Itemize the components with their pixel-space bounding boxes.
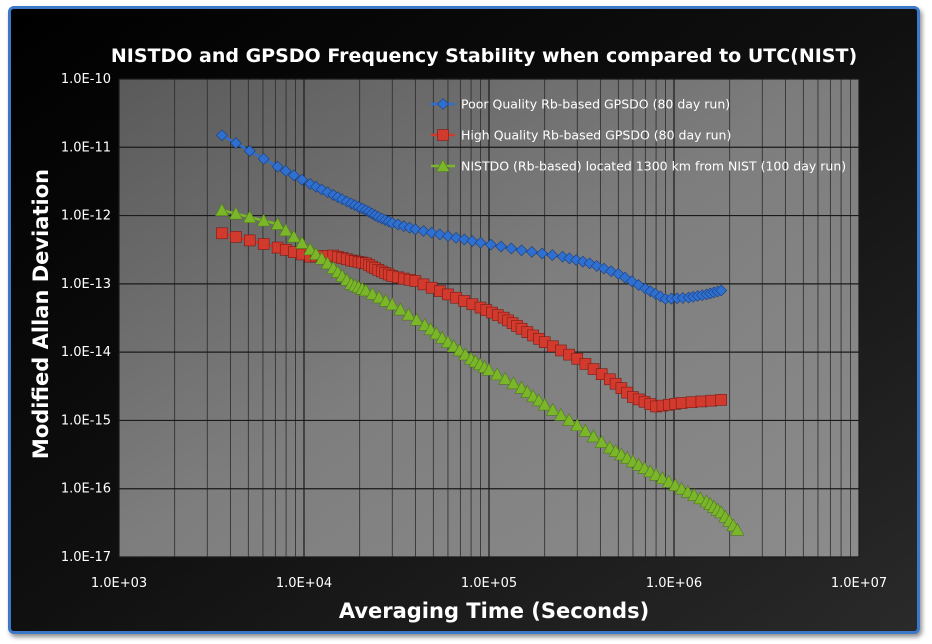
x-tick-label: 1.0E+03 bbox=[91, 576, 147, 591]
data-point bbox=[546, 249, 559, 262]
legend-marker bbox=[437, 129, 449, 141]
series-layer bbox=[214, 129, 745, 536]
data-point bbox=[675, 397, 688, 409]
data-point bbox=[442, 230, 454, 243]
data-point bbox=[242, 210, 257, 223]
data-point bbox=[695, 395, 708, 408]
data-point bbox=[372, 290, 387, 304]
data-point bbox=[490, 367, 505, 381]
data-point bbox=[409, 223, 422, 236]
data-point bbox=[730, 522, 745, 536]
data-point bbox=[481, 362, 497, 376]
data-point bbox=[229, 137, 242, 150]
data-point bbox=[256, 213, 271, 227]
x-tick-label: 1.0E+05 bbox=[461, 576, 517, 591]
data-point bbox=[705, 394, 718, 407]
x-tick-label: 1.0E+06 bbox=[646, 576, 702, 591]
data-point bbox=[433, 228, 446, 241]
data-point bbox=[586, 429, 601, 443]
data-point bbox=[243, 145, 256, 157]
legend-item: NISTDO (Rb-based) located 1300 km from N… bbox=[431, 159, 846, 174]
chart-frame: NISTDO and GPSDO Frequency Stability whe… bbox=[8, 6, 920, 634]
data-point bbox=[536, 247, 549, 260]
data-point bbox=[484, 238, 497, 251]
data-point bbox=[474, 236, 487, 249]
y-tick-label: 1.0E-11 bbox=[61, 140, 111, 155]
data-point bbox=[271, 160, 284, 173]
data-point bbox=[498, 371, 513, 385]
y-axis-title: Modified Allan Deviation bbox=[29, 169, 53, 459]
data-point bbox=[515, 244, 528, 257]
data-point bbox=[216, 227, 228, 240]
legend-marker bbox=[437, 98, 449, 110]
data-point bbox=[358, 283, 373, 297]
data-point bbox=[278, 223, 293, 237]
y-tick-label: 1.0E-13 bbox=[61, 277, 111, 292]
data-point bbox=[537, 397, 552, 411]
data-point bbox=[393, 302, 408, 316]
y-tick-label: 1.0E-16 bbox=[61, 482, 111, 497]
data-point bbox=[214, 203, 229, 216]
data-point bbox=[295, 235, 310, 249]
series-3 bbox=[214, 203, 745, 536]
chart-title: NISTDO and GPSDO Frequency Stability whe… bbox=[111, 45, 857, 67]
series-1 bbox=[215, 129, 728, 305]
data-point bbox=[215, 129, 228, 142]
data-point bbox=[685, 396, 698, 409]
data-point bbox=[378, 293, 393, 307]
legend-item: High Quality Rb-based GPSDO (80 day run) bbox=[431, 128, 731, 143]
data-point bbox=[409, 312, 424, 326]
legend: Poor Quality Rb-based GPSDO (80 day run)… bbox=[431, 97, 846, 174]
data-point bbox=[495, 240, 507, 253]
data-point bbox=[450, 231, 463, 244]
data-point bbox=[401, 307, 416, 321]
data-point bbox=[228, 206, 243, 220]
data-point bbox=[458, 233, 471, 246]
data-point bbox=[505, 242, 518, 255]
y-tick-label: 1.0E-12 bbox=[61, 209, 111, 224]
data-point bbox=[553, 407, 568, 421]
data-point bbox=[270, 216, 285, 230]
x-tick-label: 1.0E+04 bbox=[276, 576, 332, 591]
y-tick-label: 1.0E-14 bbox=[61, 345, 111, 360]
data-point bbox=[417, 225, 430, 237]
data-point bbox=[715, 284, 728, 297]
legend-label: High Quality Rb-based GPSDO (80 day run) bbox=[461, 128, 731, 143]
legend-item: Poor Quality Rb-based GPSDO (80 day run) bbox=[431, 97, 730, 112]
data-point bbox=[715, 394, 728, 406]
data-point bbox=[257, 238, 270, 250]
data-point bbox=[570, 418, 585, 432]
data-point bbox=[545, 402, 560, 416]
data-point bbox=[286, 229, 301, 243]
data-point bbox=[287, 169, 300, 182]
legend-label: Poor Quality Rb-based GPSDO (80 day run) bbox=[461, 97, 730, 112]
data-point bbox=[466, 235, 479, 248]
y-tick-label: 1.0E-17 bbox=[61, 550, 111, 565]
x-tick-label: 1.0E+07 bbox=[831, 576, 887, 591]
y-tick-label: 1.0E-15 bbox=[61, 413, 111, 428]
data-point bbox=[525, 245, 538, 258]
data-point bbox=[594, 434, 609, 448]
data-point bbox=[279, 165, 292, 177]
data-point bbox=[385, 297, 400, 311]
data-point bbox=[425, 226, 438, 239]
axis-ticks: 1.0E-10 1.0E-11 1.0E-12 1.0E-13 1.0E-14 1.0E-… bbox=[61, 72, 887, 591]
data-point bbox=[506, 376, 521, 390]
x-axis-title: Averaging Time (Seconds) bbox=[339, 599, 649, 623]
chart-svg: NISTDO and GPSDO Frequency Stability whe… bbox=[11, 9, 917, 631]
data-point bbox=[562, 412, 577, 426]
data-point bbox=[243, 234, 256, 247]
data-point bbox=[257, 152, 270, 165]
data-point bbox=[296, 173, 308, 186]
data-point bbox=[230, 231, 242, 243]
legend-label: NISTDO (Rb-based) located 1300 km from N… bbox=[461, 159, 846, 174]
legend-marker bbox=[435, 158, 451, 172]
data-point bbox=[578, 423, 593, 437]
y-tick-label: 1.0E-10 bbox=[61, 72, 111, 87]
data-point bbox=[365, 286, 380, 300]
